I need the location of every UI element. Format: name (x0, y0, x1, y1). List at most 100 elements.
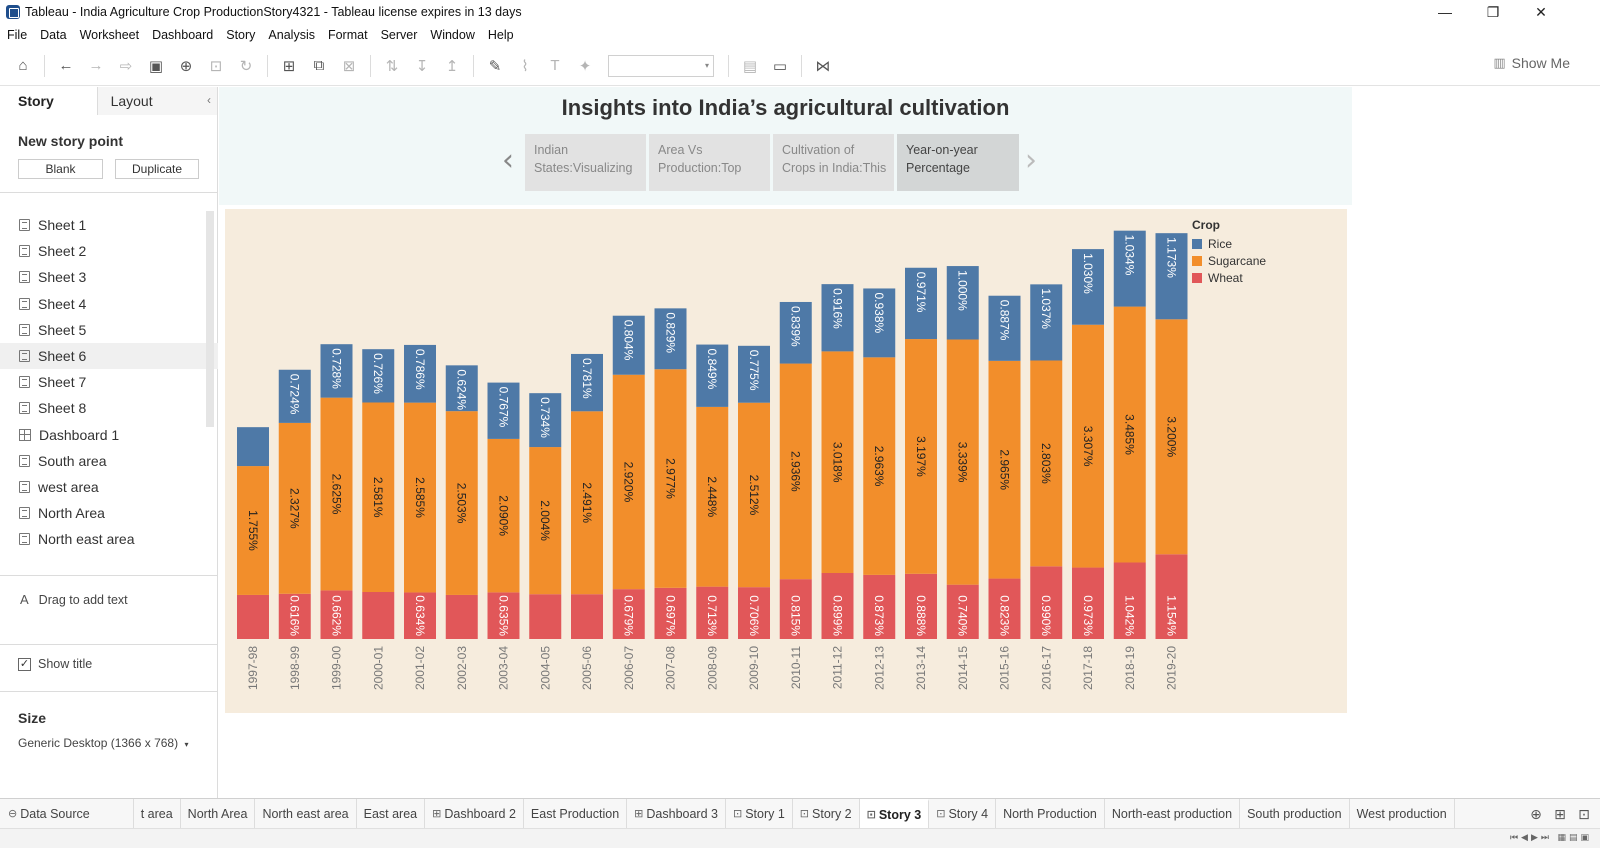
bar-segment-wheat[interactable] (905, 573, 937, 639)
swap-rows-columns-icon[interactable]: ⇅ (385, 57, 399, 75)
next-story-point-arrow[interactable]: › (1025, 143, 1037, 178)
bar-segment-wheat[interactable] (404, 592, 436, 639)
bar-segment-sugarcane[interactable] (1113, 306, 1146, 563)
menu-dashboard[interactable]: Dashboard (152, 28, 214, 42)
bar-segment-sugarcane[interactable] (1072, 324, 1104, 568)
show-me-button[interactable]: ▥ Show Me (1493, 55, 1570, 71)
bar-segment-sugarcane[interactable] (445, 411, 478, 595)
bar-segment-rice[interactable] (863, 288, 896, 358)
sheet-tab[interactable]: East area (357, 798, 426, 829)
bar-segment-sugarcane[interactable] (320, 397, 353, 591)
redo-icon[interactable]: → (88, 57, 104, 74)
menu-analysis[interactable]: Analysis (268, 28, 315, 42)
drag-to-add-text[interactable]: A Drag to add text (0, 592, 218, 607)
refresh-icon[interactable]: ↻ (239, 57, 253, 75)
bar-segment-sugarcane[interactable] (779, 363, 812, 580)
sheet-list-item[interactable]: North east area (0, 526, 218, 552)
legend-item-wheat[interactable]: Wheat (1192, 269, 1266, 286)
bar-segment-rice[interactable] (1155, 233, 1188, 320)
bar-segment-wheat[interactable] (320, 590, 353, 639)
bar-segment-sugarcane[interactable] (487, 438, 520, 593)
bar-segment-wheat[interactable] (946, 584, 979, 639)
sheet-list-item[interactable]: South area (0, 448, 218, 474)
bar-segment-wheat[interactable] (779, 579, 812, 639)
share-icon[interactable]: ⋈ (815, 57, 831, 75)
sort-ascending-icon[interactable]: ↧ (415, 57, 429, 75)
bar-segment-wheat[interactable] (654, 587, 687, 639)
bar-segment-rice[interactable] (571, 353, 603, 412)
bar-segment-sugarcane[interactable] (863, 357, 896, 575)
bar-segment-sugarcane[interactable] (571, 411, 603, 595)
sheet-tab[interactable]: ⊡ Story 4 (929, 798, 997, 829)
new-story-icon[interactable]: ⊡ (1578, 805, 1590, 822)
bar-segment-sugarcane[interactable] (278, 422, 311, 594)
bar-segment-sugarcane[interactable] (1030, 360, 1063, 567)
sheet-list-item[interactable]: North Area (0, 500, 218, 526)
replay-icon[interactable]: ⇨ (119, 57, 133, 75)
bar-segment-sugarcane[interactable] (529, 447, 562, 595)
bar-segment-sugarcane[interactable] (696, 406, 729, 587)
show-labels-icon[interactable]: T (550, 57, 560, 74)
bar-segment-wheat[interactable] (445, 594, 478, 639)
sheet-list-item[interactable]: Sheet 4 (0, 291, 218, 317)
bar-segment-rice[interactable] (487, 382, 520, 439)
bar-segment-wheat[interactable] (362, 592, 395, 639)
sheet-list-item[interactable]: Sheet 7 (0, 369, 218, 395)
bar-segment-wheat[interactable] (1072, 567, 1104, 639)
menu-data[interactable]: Data (40, 28, 67, 42)
sheet-list-item[interactable]: west area (0, 474, 218, 500)
bar-segment-rice[interactable] (278, 369, 311, 423)
show-cards-icon[interactable]: ▤ (742, 57, 758, 75)
tab-story[interactable]: Story (0, 87, 97, 115)
bar-segment-wheat[interactable] (821, 572, 854, 639)
sort-descending-icon[interactable]: ↥ (445, 57, 459, 75)
sheet-list-item[interactable]: Sheet 3 (0, 264, 218, 290)
sheet-list-item[interactable]: Sheet 2 (0, 238, 218, 264)
bar-segment-sugarcane[interactable] (362, 402, 395, 593)
story-point-3[interactable]: Cultivation of Crops in India:This (773, 134, 894, 191)
bar-segment-rice[interactable] (362, 349, 395, 403)
sheet-list-item[interactable]: Sheet 8 (0, 395, 218, 421)
bar-segment-sugarcane[interactable] (237, 466, 269, 595)
menu-server[interactable]: Server (380, 28, 418, 42)
new-worksheet-icon[interactable]: ⊕ (1530, 805, 1542, 822)
sheet-tab[interactable]: ⊖ Data Source (0, 798, 134, 829)
bar-segment-sugarcane[interactable] (404, 402, 436, 593)
sheet-tab[interactable]: North Production (996, 798, 1105, 829)
duplicate-sheet-icon[interactable]: ⧉ (313, 57, 325, 74)
bar-segment-rice[interactable] (612, 315, 645, 375)
tab-layout[interactable]: Layout (96, 87, 217, 115)
bar-segment-rice[interactable] (1113, 230, 1146, 307)
blank-button[interactable]: Blank (18, 159, 103, 179)
bar-segment-wheat[interactable] (529, 594, 562, 639)
bar-segment-rice[interactable] (445, 365, 478, 412)
sheet-tab[interactable]: South production (1240, 798, 1350, 829)
bar-segment-rice[interactable] (404, 344, 436, 403)
story-point-4-active[interactable]: Year-on-year Percentage (897, 134, 1019, 191)
fit-dropdown[interactable]: ▾ (608, 54, 714, 77)
sheet-tab[interactable]: North Area (181, 798, 256, 829)
legend-item-rice[interactable]: Rice (1192, 235, 1266, 252)
bar-segment-rice[interactable] (696, 344, 729, 407)
bar-segment-sugarcane[interactable] (654, 369, 687, 588)
pause-updates-icon[interactable]: ⊡ (209, 57, 223, 75)
sheet-list-scrollbar[interactable] (206, 211, 214, 427)
bar-segment-rice[interactable] (988, 295, 1021, 361)
sheet-tab[interactable]: East Production (524, 798, 628, 829)
new-data-source-icon[interactable]: ⊕ (179, 57, 193, 75)
size-dropdown[interactable]: Generic Desktop (1366 x 768) ▾ (0, 736, 218, 750)
sheet-list-item[interactable]: Sheet 1 (0, 212, 218, 238)
restore-button[interactable]: ❐ (1486, 3, 1500, 20)
bar-segment-wheat[interactable] (1155, 554, 1188, 639)
bar-segment-rice[interactable] (654, 308, 687, 370)
bar-segment-wheat[interactable] (571, 594, 603, 639)
fix-axes-icon[interactable]: ✦ (578, 57, 592, 75)
bar-segment-sugarcane[interactable] (612, 374, 645, 590)
bar-segment-rice[interactable] (738, 345, 770, 403)
bar-segment-sugarcane[interactable] (1155, 319, 1188, 555)
bar-segment-rice[interactable] (946, 266, 979, 340)
sheet-tab[interactable]: t area (134, 798, 181, 829)
sheet-tab[interactable]: West production (1350, 798, 1455, 829)
bar-segment-sugarcane[interactable] (988, 360, 1021, 579)
menu-format[interactable]: Format (327, 28, 368, 42)
